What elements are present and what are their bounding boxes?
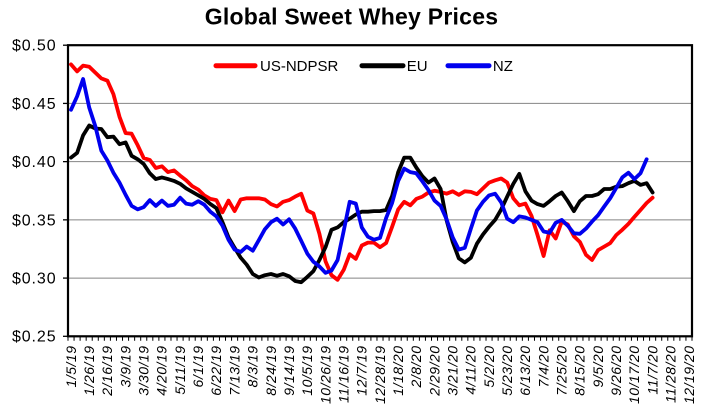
svg-text:EU: EU [407, 58, 428, 75]
svg-text:9/26/20: 9/26/20 [608, 346, 624, 396]
svg-text:NZ: NZ [493, 58, 513, 75]
svg-text:9/14/19: 9/14/19 [281, 346, 297, 396]
svg-text:$0.35: $0.35 [12, 212, 57, 229]
svg-text:1/26/19: 1/26/19 [81, 346, 97, 396]
svg-text:11/7/20: 11/7/20 [644, 346, 660, 395]
svg-text:8/3/19: 8/3/19 [245, 346, 261, 388]
svg-text:12/19/20: 12/19/20 [681, 346, 697, 405]
svg-text:$0.50: $0.50 [12, 38, 57, 55]
svg-text:6/13/20: 6/13/20 [517, 346, 533, 396]
svg-text:$0.40: $0.40 [12, 154, 57, 171]
svg-text:3/21/20: 3/21/20 [445, 346, 461, 396]
svg-text:7/4/20: 7/4/20 [535, 346, 551, 388]
svg-text:11/28/20: 11/28/20 [663, 346, 679, 403]
svg-text:10/26/19: 10/26/19 [317, 346, 333, 405]
svg-text:10/17/20: 10/17/20 [626, 346, 642, 405]
svg-text:12/28/19: 12/28/19 [372, 346, 388, 405]
svg-text:2/8/20: 2/8/20 [408, 346, 424, 389]
svg-text:$0.25: $0.25 [12, 329, 57, 346]
svg-text:1/18/20: 1/18/20 [390, 346, 406, 396]
svg-text:12/7/19: 12/7/19 [354, 346, 370, 396]
svg-text:6/22/19: 6/22/19 [208, 346, 224, 396]
svg-text:2/29/20: 2/29/20 [426, 346, 442, 397]
svg-text:4/11/20: 4/11/20 [463, 346, 479, 395]
svg-text:10/5/19: 10/5/19 [299, 346, 315, 396]
svg-text:3/30/19: 3/30/19 [136, 346, 152, 396]
svg-text:8/15/20: 8/15/20 [572, 346, 588, 396]
svg-text:US-NDPSR: US-NDPSR [260, 58, 339, 75]
svg-text:$0.30: $0.30 [12, 271, 57, 288]
svg-text:11/16/19: 11/16/19 [336, 346, 352, 403]
svg-text:3/9/19: 3/9/19 [117, 346, 133, 388]
svg-text:4/20/19: 4/20/19 [154, 346, 170, 396]
svg-text:1/5/19: 1/5/19 [63, 346, 79, 388]
svg-text:5/23/20: 5/23/20 [499, 346, 515, 396]
svg-text:5/11/19: 5/11/19 [172, 346, 188, 395]
svg-text:9/5/20: 9/5/20 [590, 346, 606, 388]
svg-text:2/16/19: 2/16/19 [99, 346, 115, 397]
svg-text:$0.45: $0.45 [12, 96, 57, 113]
svg-text:7/13/19: 7/13/19 [226, 346, 242, 396]
svg-text:6/1/19: 6/1/19 [190, 346, 206, 388]
svg-text:7/25/20: 7/25/20 [554, 346, 570, 396]
svg-text:8/24/19: 8/24/19 [263, 346, 279, 396]
svg-text:5/2/20: 5/2/20 [481, 346, 497, 388]
svg-text:Global Sweet Whey Prices: Global Sweet Whey Prices [205, 4, 499, 30]
